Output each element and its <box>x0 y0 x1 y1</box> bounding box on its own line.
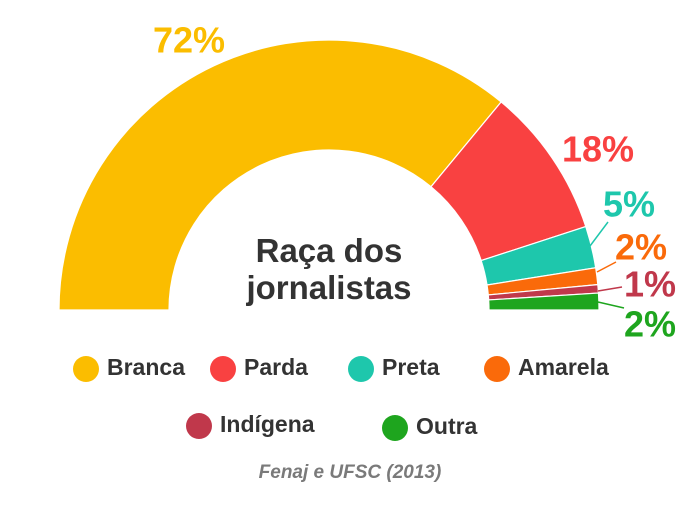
slice-label-outra: 2% <box>624 304 676 345</box>
slice-labels: 72%18%5%2%1%2% <box>153 20 676 345</box>
slice-outra <box>488 292 600 311</box>
legend-swatch-outra <box>382 415 408 441</box>
leader-line-indigena <box>597 286 623 292</box>
chart-legend: Branca Parda Preta Amarela Indígena Outra <box>73 354 609 441</box>
legend-label-parda: Parda <box>244 354 308 380</box>
leader-line-outra <box>597 301 625 309</box>
legend-swatch-branca <box>73 356 99 382</box>
legend-label-outra: Outra <box>416 413 478 439</box>
legend-swatch-indigena <box>186 413 212 439</box>
chart-source: Fenaj e UFSC (2013) <box>259 462 442 483</box>
leader-line-amarela <box>596 261 617 273</box>
legend-swatch-preta <box>348 356 374 382</box>
legend-label-preta: Preta <box>382 354 440 380</box>
legend-label-branca: Branca <box>107 354 185 380</box>
slice-label-branca: 72% <box>153 20 225 61</box>
leader-line-preta <box>589 221 609 247</box>
slice-label-indigena: 1% <box>624 264 676 305</box>
label-leader-lines <box>589 221 625 309</box>
legend-swatch-amarela <box>484 356 510 382</box>
legend-label-indigena: Indígena <box>220 411 315 437</box>
chart-title-line-2: jornalistas <box>245 269 411 306</box>
slice-label-amarela: 2% <box>615 227 667 268</box>
chart-slices <box>58 39 600 311</box>
legend-swatch-parda <box>210 356 236 382</box>
slice-label-preta: 5% <box>603 184 655 225</box>
legend-label-amarela: Amarela <box>518 354 609 380</box>
slice-branca <box>58 39 502 311</box>
slice-label-parda: 18% <box>562 129 634 170</box>
chart-title-line-1: Raça dos <box>256 232 403 269</box>
